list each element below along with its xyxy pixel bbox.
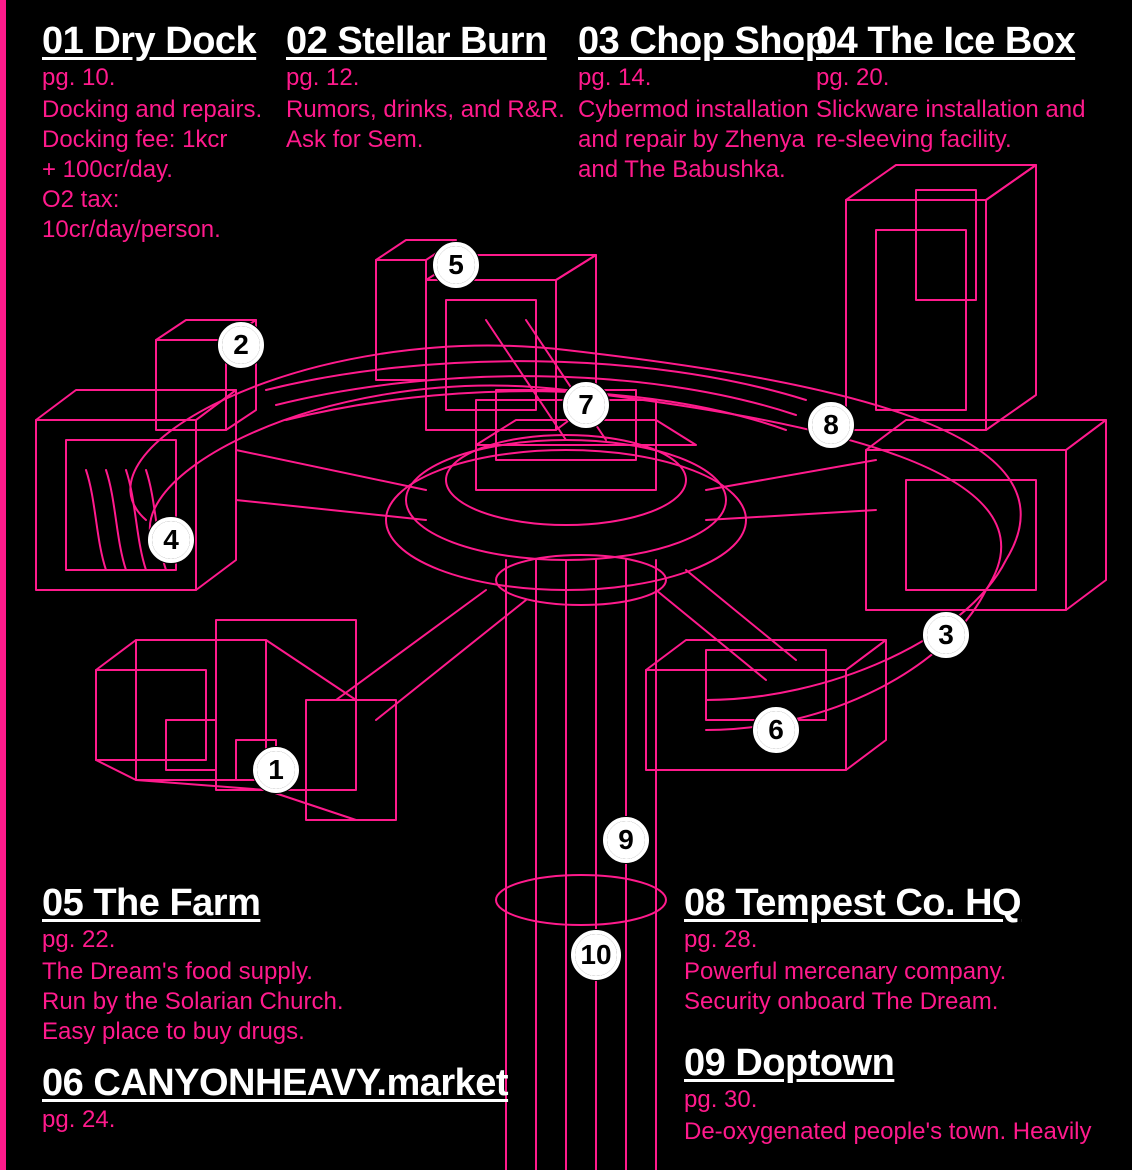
location-title: 09 Doptown [684,1044,1124,1084]
location-desc: Powerful mercenary company. Security onb… [684,957,1104,1017]
map-marker-7[interactable]: 7 [562,381,610,429]
location-title: 02 Stellar Burn [286,22,566,62]
location-loc02: 02 Stellar Burnpg. 12.Rumors, drinks, an… [286,22,566,155]
location-title: 04 The Ice Box [816,22,1116,62]
map-marker-label: 10 [580,939,611,971]
location-page: pg. 12. [286,64,566,93]
map-marker-6[interactable]: 6 [752,706,800,754]
location-page: pg. 24. [42,1106,542,1135]
map-marker-8[interactable]: 8 [807,401,855,449]
map-marker-9[interactable]: 9 [602,816,650,864]
location-desc: Cybermod installation and repair by Zhen… [578,95,818,185]
location-page: pg. 10. [42,64,302,93]
location-loc04: 04 The Ice Boxpg. 20.Slickware installat… [816,22,1116,155]
location-page: pg. 28. [684,926,1104,955]
location-loc06: 06 CANYONHEAVY.marketpg. 24. [42,1064,542,1137]
map-marker-label: 9 [618,824,634,856]
map-marker-label: 1 [268,754,284,786]
location-loc03: 03 Chop Shoppg. 14.Cybermod installation… [578,22,818,185]
location-page: pg. 22. [42,926,442,955]
location-loc01: 01 Dry Dockpg. 10.Docking and repairs. D… [42,22,302,245]
location-page: pg. 20. [816,64,1116,93]
location-desc: Slickware installation and re-sleeving f… [816,95,1116,155]
map-marker-10[interactable]: 10 [570,929,622,981]
map-marker-label: 2 [233,329,249,361]
location-title: 01 Dry Dock [42,22,302,62]
location-loc09: 09 Doptownpg. 30.De-oxygenated people's … [684,1044,1124,1147]
location-loc08: 08 Tempest Co. HQpg. 28.Powerful mercena… [684,884,1104,1017]
location-page: pg. 14. [578,64,818,93]
map-marker-1[interactable]: 1 [252,746,300,794]
map-marker-label: 3 [938,619,954,651]
location-loc05: 05 The Farmpg. 22.The Dream's food suppl… [42,884,442,1047]
location-desc: Rumors, drinks, and R&R. Ask for Sem. [286,95,566,155]
map-marker-label: 6 [768,714,784,746]
location-title: 03 Chop Shop [578,22,818,62]
location-title: 08 Tempest Co. HQ [684,884,1104,924]
location-title: 05 The Farm [42,884,442,924]
location-desc: Docking and repairs. Docking fee: 1kcr +… [42,95,302,245]
map-marker-2[interactable]: 2 [217,321,265,369]
map-marker-5[interactable]: 5 [432,241,480,289]
map-marker-label: 8 [823,409,839,441]
location-desc: The Dream's food supply. Run by the Sola… [42,957,442,1047]
page-root: 01 Dry Dockpg. 10.Docking and repairs. D… [0,0,1132,1170]
map-marker-label: 7 [578,389,594,421]
map-marker-label: 4 [163,524,179,556]
location-title: 06 CANYONHEAVY.market [42,1064,542,1104]
location-desc: De-oxygenated people's town. Heavily [684,1117,1124,1147]
map-marker-label: 5 [448,249,464,281]
location-page: pg. 30. [684,1086,1124,1115]
map-marker-3[interactable]: 3 [922,611,970,659]
map-marker-4[interactable]: 4 [147,516,195,564]
